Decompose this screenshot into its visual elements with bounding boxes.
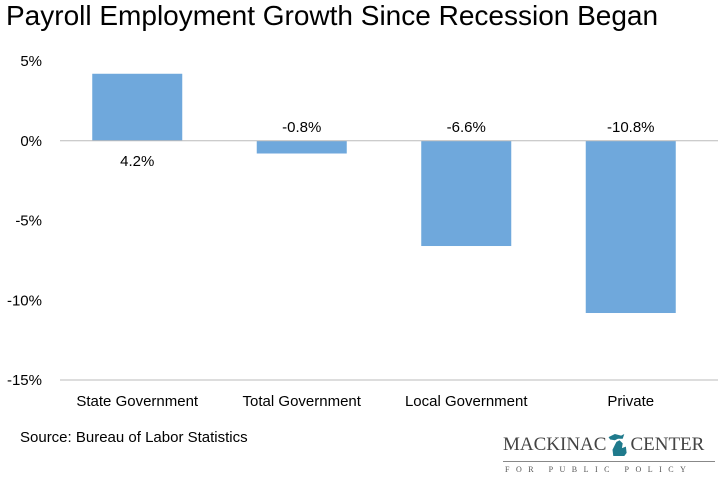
logo-rule [503,461,715,462]
y-tick-label: 5% [20,53,42,70]
mackinac-center-logo: MACKINAC CENTER FOR PUBLIC POLICY [503,428,718,480]
logo-tagline: FOR PUBLIC POLICY [505,465,693,474]
chart-title: Payroll Employment Growth Since Recessio… [6,0,659,31]
data-label: -6.6% [447,119,486,136]
x-tick-label: Private [607,393,654,410]
source-note: Source: Bureau of Labor Statistics [20,429,248,446]
bar-state-government [92,73,183,141]
x-tick-label: State Government [76,393,199,410]
logo-right-text: CENTER [630,434,705,455]
data-label: -0.8% [282,119,321,136]
x-tick-label: Total Government [243,393,362,410]
y-tick-label: -5% [15,213,42,230]
logo-left-text: MACKINAC [503,434,607,455]
bar-private [585,140,676,314]
bar-local-government [421,140,512,247]
data-label: 4.2% [120,153,154,170]
y-tick-label: 0% [20,133,42,150]
michigan-icon [609,434,628,456]
y-tick-label: -15% [7,372,42,389]
y-tick-label: -10% [7,292,42,309]
data-label: -10.8% [607,119,655,136]
x-tick-label: Local Government [405,393,528,410]
bar-total-government [256,140,347,154]
bar-chart: 5% 0% -5% -10% -15% 4.2% State Government -0.8%… [7,53,718,410]
logo-wordmark: MACKINAC CENTER [503,432,704,458]
